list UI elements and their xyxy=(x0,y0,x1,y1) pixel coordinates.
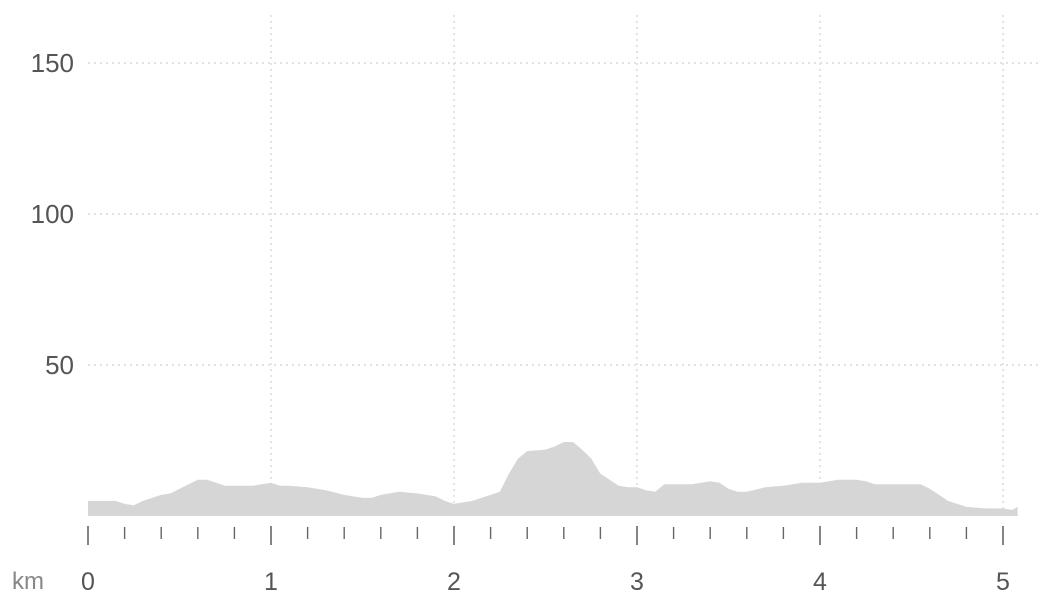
x-axis xyxy=(88,526,1003,545)
elevation-area-series-0 xyxy=(88,442,1018,516)
x-tick-label-3: 3 xyxy=(630,568,644,596)
y-tick-label-50: 50 xyxy=(45,350,74,380)
x-tick-label-4: 4 xyxy=(813,568,827,596)
elevation-area xyxy=(88,442,1018,516)
y-tick-label-100: 100 xyxy=(31,199,74,229)
grid-lines xyxy=(88,15,1038,516)
x-axis-unit-label: km xyxy=(12,568,44,595)
x-tick-label-2: 2 xyxy=(447,568,461,596)
x-tick-label-0: 0 xyxy=(81,568,95,596)
y-tick-label-150: 150 xyxy=(31,48,74,78)
x-tick-label-1: 1 xyxy=(264,568,278,596)
x-tick-label-5: 5 xyxy=(996,568,1010,596)
